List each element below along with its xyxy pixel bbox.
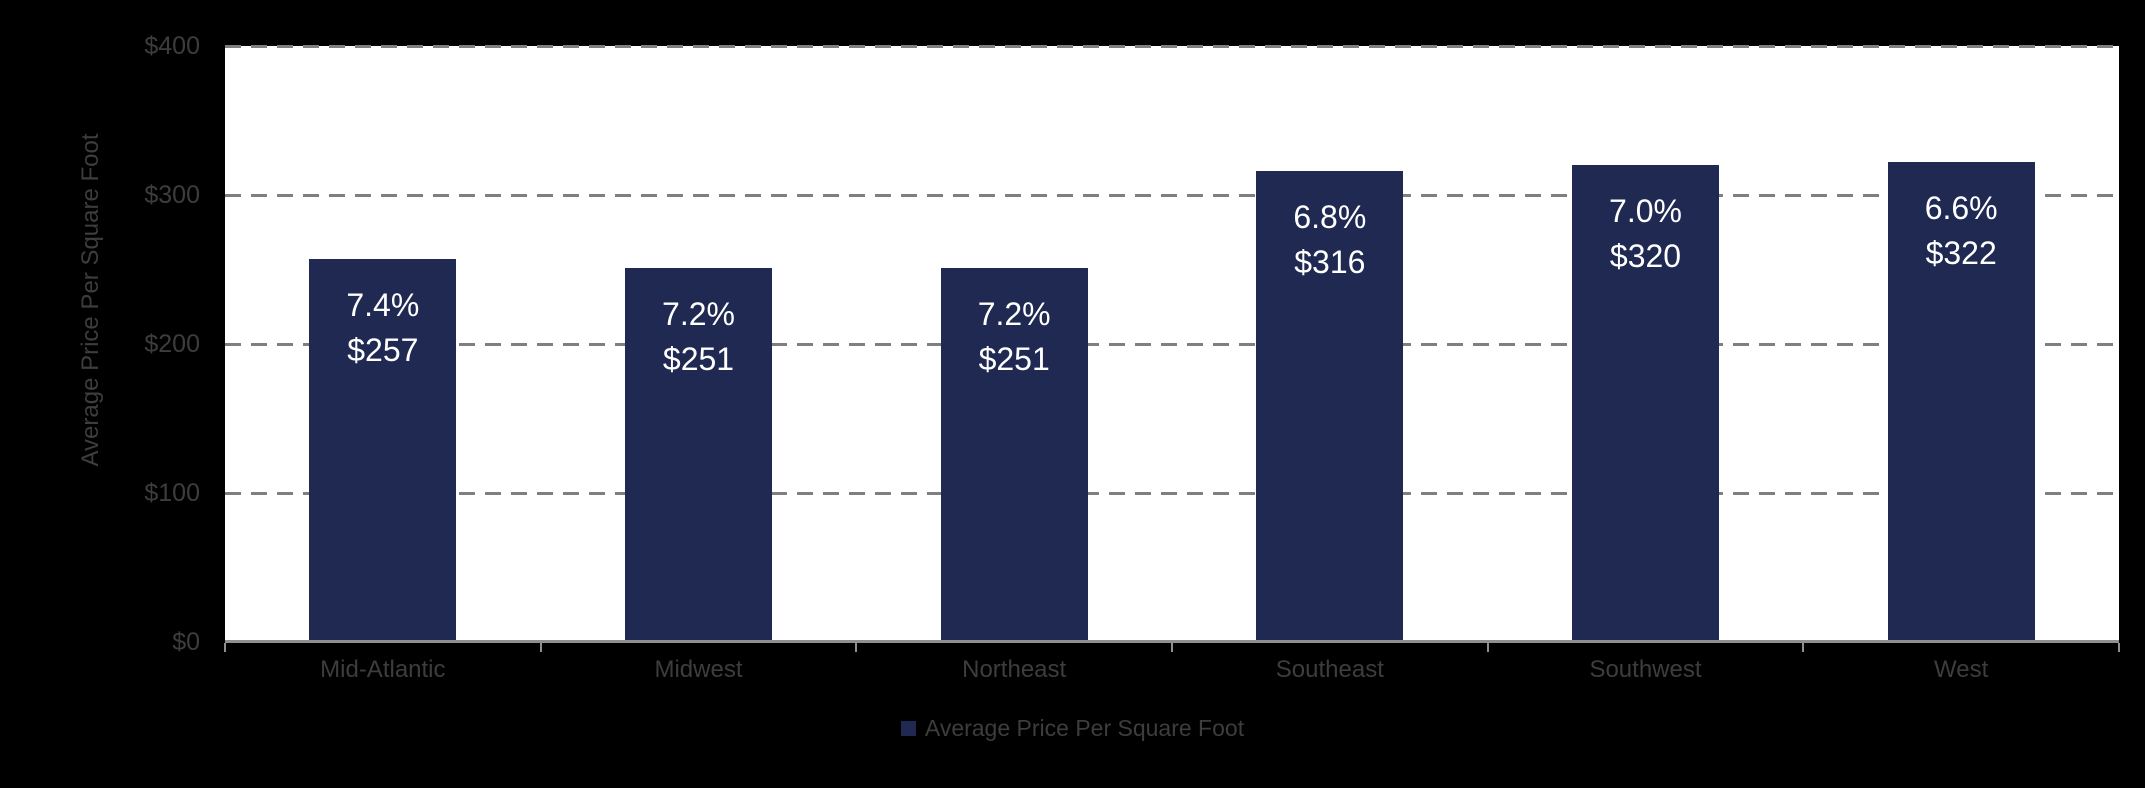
bar-west: 6.6% $322 xyxy=(1887,162,2035,642)
bar-pct-label: 7.0% xyxy=(1609,193,1682,230)
category-label-southwest: Southwest xyxy=(1589,656,1702,683)
bar-mid-atlantic: 7.4% $257 xyxy=(309,259,457,642)
y-tick-label: $0 xyxy=(172,628,200,656)
gridline-300 xyxy=(225,194,2119,197)
plot-area: 7.4% $257 7.2% $251 7.2% $251 6.8% $316 7.0% $320… xyxy=(225,45,2119,642)
bar-pct-label: 7.4% xyxy=(346,287,420,324)
bar-price-label: $251 xyxy=(662,341,735,378)
bar-pct-label: 6.8% xyxy=(1293,199,1367,236)
category-label-midwest: Midwest xyxy=(654,656,743,683)
x-axis-tick xyxy=(2118,643,2120,652)
y-tick-label: $400 xyxy=(144,32,200,60)
y-tick-label: $100 xyxy=(144,479,200,507)
bar-pct-label: 7.2% xyxy=(977,296,1051,333)
bar-pct-label: 6.6% xyxy=(1924,190,1998,227)
category-label-southeast: Southeast xyxy=(1275,656,1384,683)
x-axis-tick xyxy=(539,643,542,652)
bar-pct-label: 7.2% xyxy=(662,296,735,333)
y-tick-label: $300 xyxy=(144,181,200,209)
bar-midwest: 7.2% $251 xyxy=(625,268,772,642)
bar-price-label: $316 xyxy=(1294,244,1366,281)
x-axis-tick xyxy=(1802,643,1805,652)
bar-price-label: $320 xyxy=(1609,238,1682,275)
bar-price-label: $251 xyxy=(978,341,1050,378)
gridline-200 xyxy=(225,343,2119,346)
bar-southwest: 7.0% $320 xyxy=(1572,165,1719,642)
x-axis-tick xyxy=(855,643,858,652)
x-axis-tick xyxy=(1486,643,1489,652)
category-label-northeast: Northeast xyxy=(962,656,1067,683)
bar-price-label: $257 xyxy=(347,332,419,369)
bar-price-label: $322 xyxy=(1925,235,1997,272)
legend: Average Price Per Square Foot xyxy=(0,715,2145,742)
category-label-west: West xyxy=(1934,656,1989,683)
gridline-100 xyxy=(225,492,2119,495)
bar-northeast: 7.2% $251 xyxy=(940,268,1088,642)
gridline-400 xyxy=(225,45,2119,48)
legend-label: Average Price Per Square Foot xyxy=(924,715,1245,741)
x-axis-tick xyxy=(1171,643,1173,652)
legend-swatch-icon xyxy=(900,721,916,736)
y-tick-label: $200 xyxy=(144,330,200,358)
category-label-mid-atlantic: Mid-Atlantic xyxy=(320,656,446,683)
x-axis-tick xyxy=(224,643,226,652)
x-axis-line xyxy=(225,640,2119,643)
bar-southeast: 6.8% $316 xyxy=(1256,171,1404,642)
